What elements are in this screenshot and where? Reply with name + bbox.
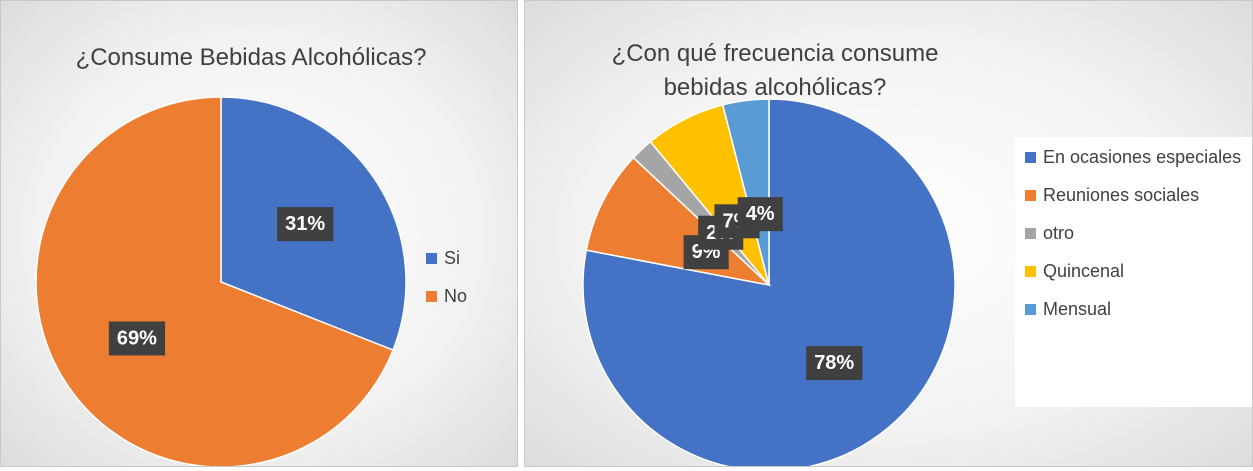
legend-swatch [1025, 228, 1036, 239]
legend: En ocasiones especiales Reuniones sociale… [1015, 137, 1252, 407]
pie-chart: 78%9%2%7%4% [582, 98, 956, 466]
legend-item: Si [426, 246, 506, 270]
chart-panel: 31% 69% ¿Consume Bebidas Alcohólicas? Si No [0, 0, 518, 467]
data-label: 4% [737, 197, 783, 232]
legend-label: Mensual [1043, 299, 1112, 319]
chart-title: ¿Con qué frecuencia consume bebidas alco… [611, 40, 939, 101]
legend-item: otro [1025, 221, 1245, 245]
legend-item: Reuniones sociales [1025, 183, 1245, 207]
legend-label: otro [1043, 223, 1075, 243]
data-label-box [277, 207, 334, 242]
legend-label: Reuniones sociales [1043, 185, 1200, 205]
legend-item: En ocasiones especiales [1025, 145, 1245, 169]
data-label-text: 31% [285, 213, 325, 235]
data-label: 78% [806, 346, 863, 381]
legend-item: Mensual [1025, 297, 1245, 321]
legend-swatch [1025, 266, 1036, 277]
chart-panel: 78%9%2%7%4%¿Con qué frecuencia consume b… [524, 0, 1253, 467]
chart-title: ¿Consume Bebidas Alcohólicas? [75, 44, 427, 71]
data-label-text: 78% [814, 352, 854, 374]
legend-item: Quincenal [1025, 259, 1245, 283]
legend-item: No [426, 284, 506, 308]
data-label: 31% [277, 207, 334, 242]
data-label-box [737, 197, 783, 232]
pie-slice [35, 96, 394, 466]
legend-label: En ocasiones especiales [1043, 147, 1242, 167]
pie-slice [721, 98, 770, 286]
legend-swatch [426, 291, 437, 302]
legend-swatch [1025, 304, 1036, 315]
data-label-box [108, 321, 166, 356]
data-label-text: 4% [746, 203, 775, 225]
legend-swatch [1025, 190, 1036, 201]
legend-swatch [1025, 152, 1036, 163]
legend-label: Quincenal [1043, 261, 1125, 281]
data-label: 69% [108, 321, 166, 356]
legend-label: No [444, 286, 468, 306]
legend: Si No [426, 246, 506, 322]
data-label-box [806, 346, 863, 381]
data-label-text: 69% [117, 327, 157, 349]
pie-chart: 31% 69% [35, 96, 407, 466]
legend-swatch [426, 253, 437, 264]
legend-label: Si [444, 248, 461, 268]
